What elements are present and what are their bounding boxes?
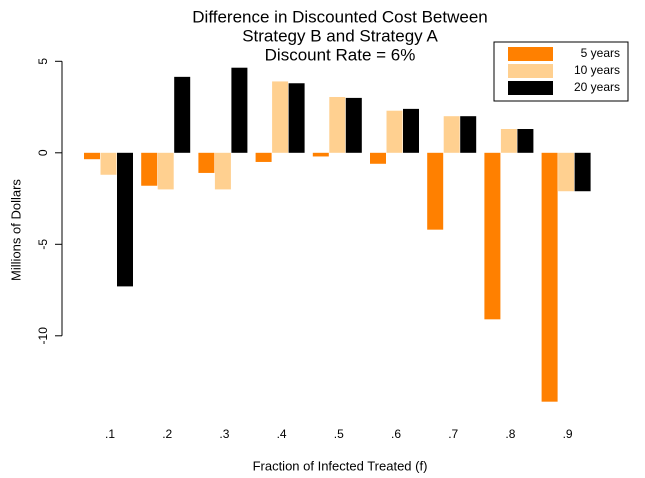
chart-title: Difference in Discounted Cost Between bbox=[192, 7, 487, 26]
x-tick-label: .5 bbox=[334, 427, 344, 441]
bar bbox=[345, 97, 362, 153]
legend-swatch bbox=[508, 81, 553, 95]
x-tick-label: .2 bbox=[162, 427, 172, 441]
y-tick-label: -5 bbox=[36, 239, 50, 250]
bar bbox=[312, 152, 329, 157]
bar bbox=[427, 152, 444, 230]
bar bbox=[558, 152, 575, 192]
bar bbox=[370, 152, 386, 164]
bar bbox=[574, 152, 591, 192]
x-tick-label: .9 bbox=[563, 427, 573, 441]
y-axis-label: Millions of Dollars bbox=[8, 179, 23, 281]
bar bbox=[272, 81, 289, 153]
legend-label: 20 years bbox=[574, 80, 620, 94]
bar bbox=[288, 83, 305, 153]
bar bbox=[541, 152, 558, 402]
bar bbox=[484, 152, 501, 320]
y-tick-label: -10 bbox=[36, 327, 50, 345]
y-tick-label: 0 bbox=[36, 149, 50, 156]
bar bbox=[174, 76, 191, 153]
legend-swatch bbox=[508, 47, 553, 61]
x-tick-label: .3 bbox=[219, 427, 229, 441]
bar bbox=[157, 152, 174, 190]
bar bbox=[403, 108, 419, 153]
bar bbox=[117, 152, 133, 287]
x-tick-label: .4 bbox=[277, 427, 287, 441]
bar bbox=[141, 152, 158, 186]
legend-swatch bbox=[508, 64, 553, 78]
bar bbox=[214, 152, 231, 190]
bar bbox=[386, 110, 403, 153]
legend-label: 5 years bbox=[581, 46, 620, 60]
bar bbox=[198, 152, 215, 173]
x-tick-label: .1 bbox=[105, 427, 115, 441]
x-tick-label: .8 bbox=[505, 427, 515, 441]
chart-title: Discount Rate = 6% bbox=[265, 45, 416, 64]
bar bbox=[84, 152, 100, 160]
bar bbox=[517, 129, 534, 153]
y-tick-label: 5 bbox=[36, 58, 50, 65]
chart-title: Strategy B and Strategy A bbox=[242, 26, 438, 45]
legend-label: 10 years bbox=[574, 63, 620, 77]
x-tick-label: .6 bbox=[391, 427, 401, 441]
bar bbox=[443, 116, 460, 153]
bar bbox=[231, 67, 248, 153]
bar bbox=[500, 129, 517, 153]
x-axis-label: Fraction of Infected Treated (f) bbox=[253, 458, 428, 473]
x-tick-label: .7 bbox=[448, 427, 458, 441]
bar bbox=[255, 152, 272, 162]
bar bbox=[100, 152, 117, 175]
bar bbox=[329, 96, 346, 153]
bar bbox=[460, 116, 477, 153]
